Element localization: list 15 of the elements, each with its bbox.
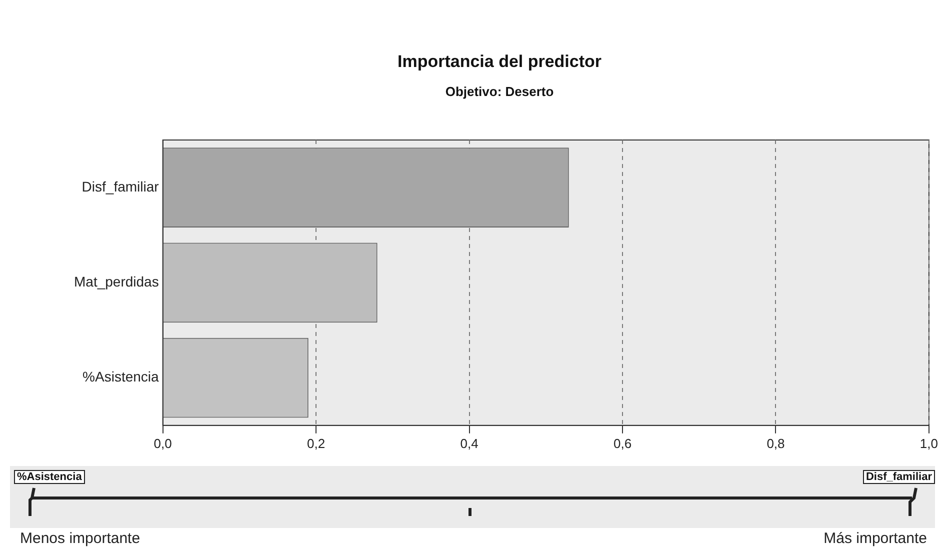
chart-title: Importancia del predictor — [397, 52, 602, 71]
y-tick-label: Mat_perdidas — [74, 274, 159, 290]
text: Más importante — [824, 530, 927, 547]
x-tick-label: 1,0 — [920, 436, 938, 451]
x-tick-label: 0,8 — [766, 436, 785, 451]
y-tick-label: Disf_familiar — [82, 178, 160, 194]
x-tick-label: 0,2 — [307, 436, 326, 451]
chart-subtitle: Objetivo: Deserto — [445, 84, 554, 99]
x-tick-label: 0,0 — [154, 436, 172, 451]
x-tick-label: 0,4 — [460, 436, 478, 451]
x-tick-label: 0,6 — [613, 436, 632, 451]
text: Disf_familiar — [862, 470, 935, 484]
text: Menos importante — [20, 530, 140, 547]
y-tick-label: %Asistencia — [82, 368, 160, 385]
text: %Asistencia — [14, 470, 85, 484]
